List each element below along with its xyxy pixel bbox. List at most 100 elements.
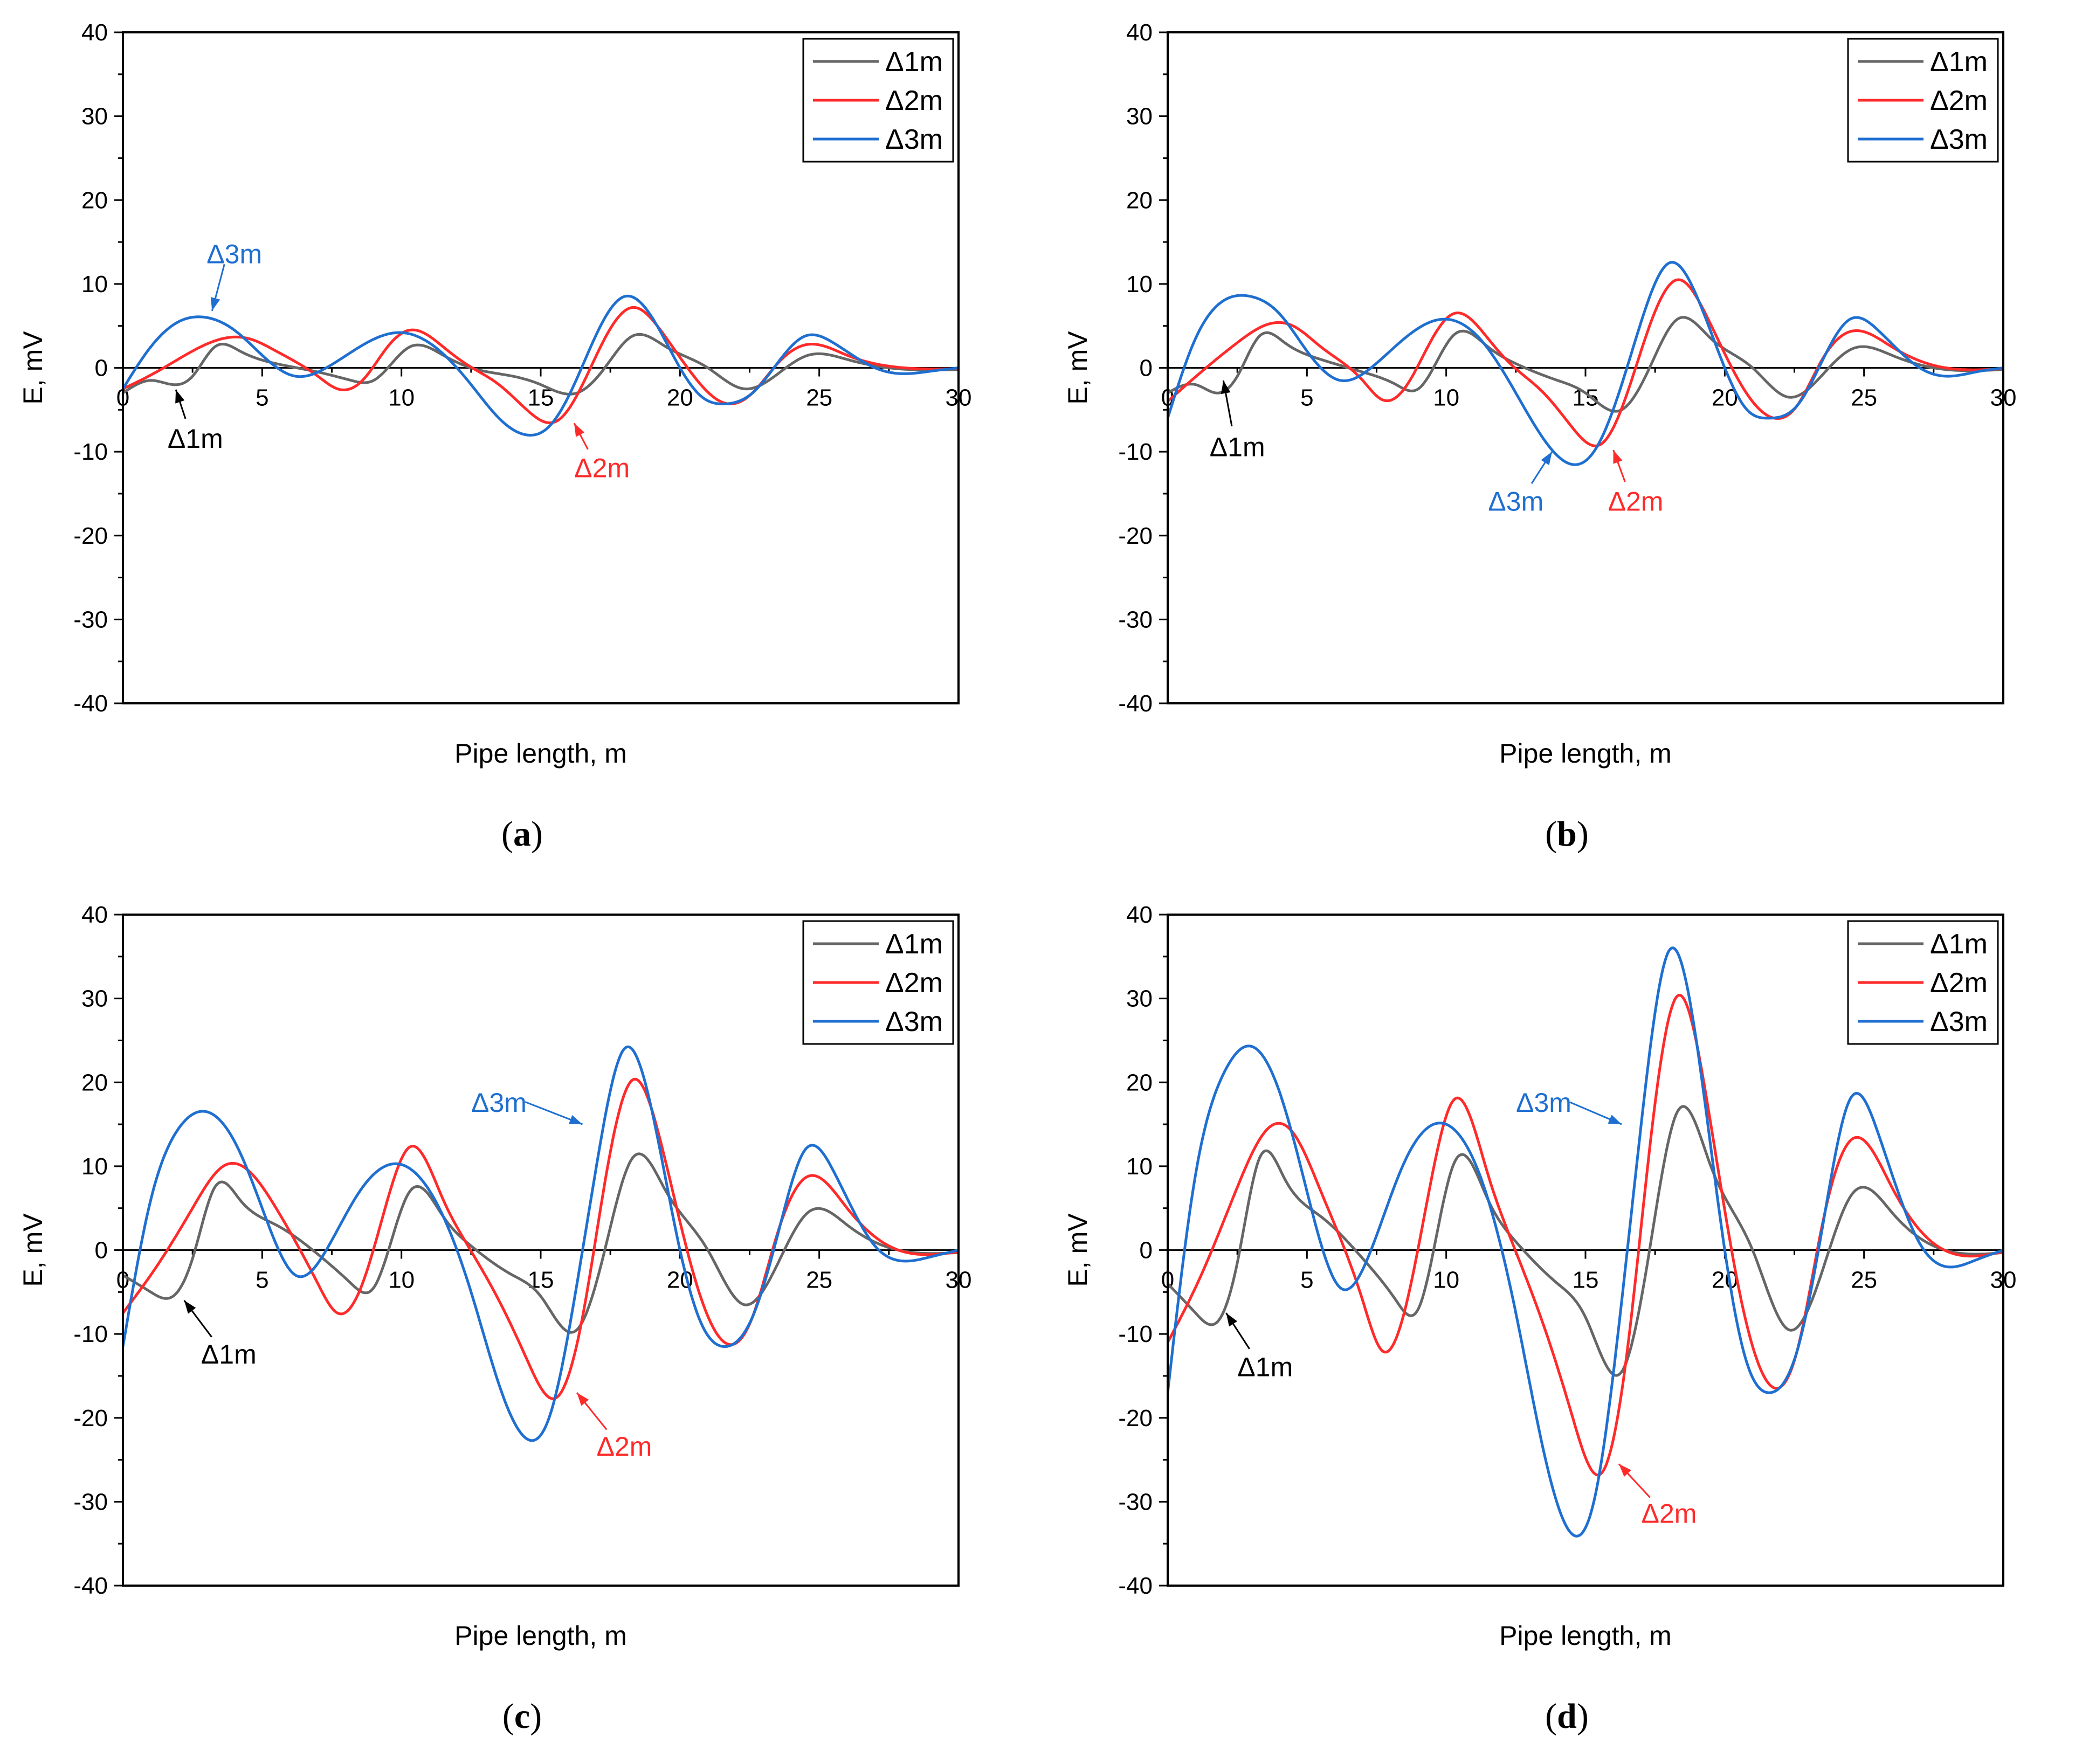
- y-tick-label: 30: [81, 986, 108, 1012]
- x-tick-label: 20: [1712, 1267, 1738, 1293]
- y-tick-label: -30: [1118, 1489, 1153, 1515]
- legend-label: Δ2m: [1930, 85, 1988, 116]
- annotation-label: Δ3m: [1488, 487, 1543, 517]
- chart-a-svg: 0 5 10 15 20 25 30-40-30-20-10010203040Δ3mΔ1mΔ…: [18, 19, 971, 769]
- legend: Δ1m Δ2m Δ3m: [802, 38, 954, 163]
- annotation-arrowhead: [184, 1300, 196, 1314]
- x-tick-label: 25: [806, 385, 832, 411]
- y-tick-label: -10: [73, 439, 108, 465]
- panel-label-a: (a): [501, 814, 543, 854]
- legend-label: Δ3m: [1930, 124, 1988, 155]
- plot-frame: [122, 914, 960, 1587]
- annotation-arrowhead: [1541, 452, 1552, 466]
- plot-frame: [122, 31, 960, 704]
- annotation-arrowhead: [1619, 1464, 1631, 1477]
- y-axis-title: E, mV: [1063, 331, 1093, 405]
- y-tick-label: 10: [1126, 1153, 1153, 1180]
- legend-label: Δ1m: [885, 46, 943, 78]
- x-tick-label: 15: [528, 1267, 554, 1293]
- y-tick-label: -10: [1118, 1321, 1153, 1347]
- series-line-Δ3m: [1168, 946, 2003, 1538]
- x-tick-label: 5: [1300, 1267, 1313, 1293]
- legend-label: Δ3m: [885, 1006, 943, 1037]
- x-axis-title: Pipe length, m: [1499, 1621, 1672, 1651]
- y-tick-label: -10: [73, 1321, 108, 1347]
- annotation-label: Δ3m: [1516, 1088, 1571, 1118]
- x-tick-label: 5: [1300, 385, 1313, 411]
- series-line-Δ2m: [123, 1077, 959, 1400]
- annotation-arrowhead: [568, 1115, 583, 1125]
- y-tick-label: -40: [73, 690, 108, 717]
- x-axis-title: Pipe length, m: [454, 738, 627, 769]
- x-tick-label: 5: [256, 385, 268, 411]
- chart-panel-c: 0 5 10 15 20 25 30 -40 -30 -20 -10 0 10 20 30 40 Δ3m Δ1m Δ…: [0, 882, 1044, 1764]
- series-line-Δ3m: [123, 1045, 959, 1442]
- x-axis-title: Pipe length, m: [454, 1621, 627, 1651]
- annotation-label: Δ1m: [168, 424, 223, 454]
- plot-frame: [1167, 31, 2004, 704]
- x-tick-label: 25: [1851, 1267, 1877, 1293]
- series-line-Δ2m: [1168, 278, 2003, 447]
- annotation-label: Δ2m: [1608, 487, 1664, 517]
- annotation-label: Δ2m: [1642, 1499, 1697, 1529]
- y-tick-label: 30: [1126, 103, 1153, 130]
- y-tick-label: -20: [1118, 523, 1153, 549]
- annotation-label: Δ2m: [574, 453, 630, 483]
- panel-label-c: (c): [502, 1697, 542, 1736]
- y-tick-label: 40: [1126, 19, 1153, 46]
- y-tick-label: 0: [1140, 355, 1153, 382]
- y-tick-label: 30: [81, 103, 108, 130]
- annotation-arrowhead: [1226, 1313, 1238, 1327]
- y-axis-title: E, mV: [18, 331, 48, 405]
- y-tick-label: -40: [1118, 690, 1153, 717]
- y-tick-label: 40: [81, 19, 108, 46]
- series-line-Δ3m: [1168, 261, 2003, 466]
- annotation-label: Δ2m: [597, 1431, 652, 1462]
- legend: Δ1m Δ2m Δ3m: [1847, 38, 1999, 163]
- x-axis-title: Pipe length, m: [1499, 738, 1672, 769]
- legend-label: Δ2m: [1930, 967, 1988, 999]
- y-tick-label: 20: [81, 1069, 108, 1096]
- y-tick-label: 0: [95, 1237, 108, 1264]
- annotation-arrowhead: [577, 1393, 589, 1406]
- legend-label: Δ1m: [885, 929, 943, 960]
- annotation-arrowhead: [1221, 380, 1231, 395]
- y-axis-title: E, mV: [1063, 1213, 1093, 1287]
- series-line-Δ2m: [1168, 994, 2003, 1477]
- plot-frame: [1167, 914, 2004, 1587]
- series-line-Δ2m: [123, 306, 959, 424]
- annotation-label: Δ3m: [471, 1088, 527, 1118]
- y-tick-label: 10: [1126, 271, 1153, 298]
- y-tick-label: 10: [81, 271, 108, 298]
- y-tick-label: 10: [81, 1153, 108, 1180]
- annotation-label: Δ1m: [1237, 1352, 1293, 1382]
- x-tick-label: 10: [1433, 1267, 1459, 1293]
- series-line-Δ3m: [123, 294, 959, 437]
- annotation-arrowhead: [1608, 1115, 1622, 1125]
- x-tick-label: 10: [1433, 385, 1459, 411]
- chart-d-svg: 0 5 10 15 20 25 30-40-30-20-10010203040Δ3mΔ1mΔ…: [1063, 902, 2016, 1651]
- y-tick-label: 40: [81, 902, 108, 928]
- y-tick-label: -30: [73, 606, 108, 633]
- y-tick-label: 0: [1140, 1237, 1153, 1264]
- y-tick-label: -20: [1118, 1405, 1153, 1431]
- y-axis-title: E, mV: [18, 1213, 48, 1287]
- x-tick-label: 10: [388, 385, 415, 411]
- x-tick-label: 5: [256, 1267, 268, 1293]
- legend-label: Δ2m: [885, 967, 943, 999]
- chart-panel-d: 0 5 10 15 20 25 30 -40 -30 -20 -10 0 10 20 30 40 Δ3m Δ1m Δ…: [1045, 882, 2089, 1764]
- y-tick-label: 40: [1126, 902, 1153, 928]
- panel-label-a-letter: a: [513, 814, 531, 854]
- y-tick-label: -20: [73, 1405, 108, 1431]
- legend-label: Δ2m: [885, 85, 943, 116]
- annotation-arrowhead: [210, 297, 220, 311]
- y-tick-label: -20: [73, 523, 108, 549]
- y-tick-label: -40: [1118, 1573, 1153, 1599]
- chart-c-svg: 0 5 10 15 20 25 30-40-30-20-10010203040Δ3mΔ1mΔ…: [18, 902, 971, 1651]
- panel-label-b-letter: b: [1557, 814, 1577, 854]
- y-tick-label: -30: [1118, 606, 1153, 633]
- x-tick-label: 25: [1851, 385, 1877, 411]
- series-line-Δ1m: [1168, 316, 2003, 413]
- series-line-Δ1m: [123, 1152, 959, 1334]
